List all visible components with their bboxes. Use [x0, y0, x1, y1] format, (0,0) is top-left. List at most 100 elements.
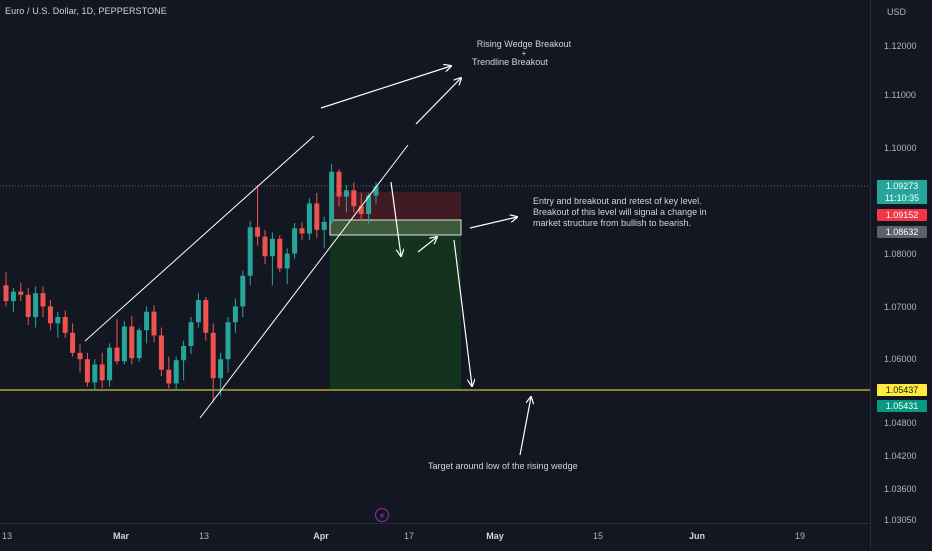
bullish-candle[interactable]: [55, 316, 61, 324]
bullish-candle[interactable]: [232, 306, 238, 323]
bearish-candle[interactable]: [203, 300, 209, 333]
current-price-label: 1.09273 11:10:35: [877, 180, 927, 204]
candles-group: [3, 163, 379, 403]
bullish-candle[interactable]: [121, 326, 127, 362]
wedge-arrow-1[interactable]: [320, 66, 451, 109]
currency-label[interactable]: USD: [887, 7, 907, 17]
bearish-candle[interactable]: [114, 347, 120, 362]
bullish-candle[interactable]: [284, 253, 290, 269]
bearish-candle[interactable]: [151, 311, 157, 336]
current-price-value: 1.09273: [885, 181, 919, 191]
bearish-candle[interactable]: [262, 236, 268, 257]
yellow-level-label: 1.05437: [877, 384, 927, 396]
bullish-candle[interactable]: [136, 330, 142, 359]
bearish-candle[interactable]: [3, 285, 9, 302]
time-tick: Jun: [688, 531, 706, 541]
bearish-candle[interactable]: [277, 238, 283, 269]
bullish-candle[interactable]: [269, 238, 275, 257]
price-tick: 1.12000: [884, 41, 917, 51]
time-tick: Mar: [112, 531, 130, 541]
target-note: Target around low of the rising wedge: [428, 461, 578, 471]
time-tick: May: [486, 531, 504, 541]
bearish-candle[interactable]: [358, 206, 364, 214]
bearish-candle[interactable]: [99, 364, 105, 381]
target-note-arrow[interactable]: [519, 397, 531, 456]
bearish-candle[interactable]: [129, 326, 135, 359]
bearish-candle[interactable]: [336, 171, 342, 197]
red-level-label: 1.09152: [877, 209, 927, 221]
price-tick: 1.06000: [884, 354, 917, 364]
wedge-lower-line[interactable]: [199, 144, 409, 419]
time-tick: 15: [592, 531, 604, 541]
wedge-note-line2: Trendline Breakout: [472, 57, 548, 67]
bearish-candle[interactable]: [166, 369, 172, 384]
time-tick: 17: [403, 531, 415, 541]
bullish-candle[interactable]: [195, 300, 201, 323]
wedge-arrow-2[interactable]: [415, 78, 461, 125]
entry-note-line1: Entry and breakout and retest of key lev…: [533, 196, 702, 206]
bearish-candle[interactable]: [158, 335, 164, 370]
countdown-timer: 11:10:35: [884, 193, 920, 203]
bearish-candle[interactable]: [255, 227, 261, 237]
lightning-icon[interactable]: ⚡: [375, 508, 389, 522]
bullish-candle[interactable]: [321, 221, 327, 230]
entry-note-arrow[interactable]: [469, 217, 517, 229]
entry-zone[interactable]: [329, 219, 462, 236]
wedge-breakout-note: Rising Wedge Breakout + Trendline Breako…: [472, 39, 576, 68]
bullish-candle[interactable]: [107, 347, 113, 381]
bearish-candle[interactable]: [314, 203, 320, 230]
candlestick-chart[interactable]: [0, 0, 870, 523]
bullish-candle[interactable]: [225, 322, 231, 360]
wedge-note-line1: Rising Wedge Breakout: [476, 39, 572, 49]
target-arrow[interactable]: [453, 239, 472, 386]
entry-note-line3: market structure from bullish to bearish…: [533, 218, 692, 228]
bullish-candle[interactable]: [218, 359, 224, 379]
bearish-candle[interactable]: [299, 228, 305, 234]
bearish-candle[interactable]: [77, 352, 83, 360]
bullish-candle[interactable]: [306, 203, 312, 234]
bearish-candle[interactable]: [47, 306, 53, 324]
price-axis[interactable]: [870, 0, 932, 550]
bearish-candle[interactable]: [210, 332, 216, 379]
time-axis[interactable]: [0, 523, 870, 551]
time-tick: 13: [198, 531, 210, 541]
bullish-candle[interactable]: [292, 228, 298, 254]
wedge-note-plus: +: [521, 49, 527, 58]
bullish-candle[interactable]: [240, 275, 246, 307]
bearish-candle[interactable]: [70, 332, 76, 353]
entry-note-line2: Breakout of this level will signal a cha…: [533, 207, 707, 217]
green-level-label: 1.05431: [877, 400, 927, 412]
bullish-candle[interactable]: [329, 171, 335, 222]
bullish-candle[interactable]: [343, 190, 349, 197]
bearish-candle[interactable]: [18, 291, 24, 295]
bullish-candle[interactable]: [10, 291, 16, 302]
bullish-candle[interactable]: [33, 293, 39, 317]
price-tick: 1.03600: [884, 484, 917, 494]
price-tick: 1.11000: [884, 90, 916, 100]
bearish-candle[interactable]: [84, 359, 90, 383]
price-tick: 1.08000: [884, 249, 917, 259]
bullish-candle[interactable]: [92, 364, 98, 383]
retest-arrow[interactable]: [417, 237, 437, 253]
bearish-candle[interactable]: [351, 190, 357, 207]
bullish-candle[interactable]: [144, 311, 150, 331]
grey-level-label: 1.08632: [877, 226, 927, 238]
bullish-candle[interactable]: [188, 322, 194, 346]
price-tick: 1.10000: [884, 143, 917, 153]
bearish-candle[interactable]: [62, 316, 68, 333]
breakdown-arrow[interactable]: [390, 181, 401, 256]
wedge-upper-line[interactable]: [84, 135, 315, 342]
bearish-candle[interactable]: [40, 293, 46, 307]
bullish-candle[interactable]: [247, 227, 253, 276]
time-tick: 19: [794, 531, 806, 541]
bullish-candle[interactable]: [181, 346, 187, 361]
price-tick: 1.03050: [884, 515, 917, 525]
bearish-candle[interactable]: [25, 294, 31, 317]
price-tick: 1.04200: [884, 451, 917, 461]
bullish-candle[interactable]: [366, 195, 372, 214]
symbol-title[interactable]: Euro / U.S. Dollar, 1D, PEPPERSTONE: [5, 6, 167, 16]
bullish-candle[interactable]: [173, 360, 179, 384]
time-tick: Apr: [313, 531, 329, 541]
bullish-candle[interactable]: [373, 186, 379, 196]
